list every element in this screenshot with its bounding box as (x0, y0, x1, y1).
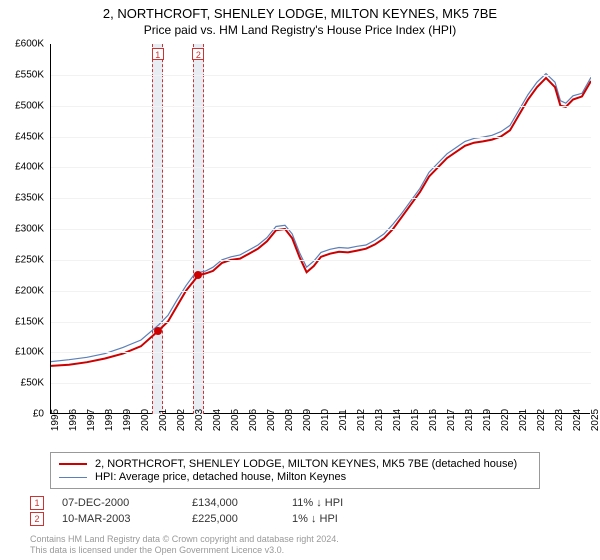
transaction-price: £225,000 (192, 513, 292, 525)
x-axis-label: 2013 (374, 409, 385, 431)
y-axis-label: £600K (15, 39, 44, 50)
x-axis-label: 2004 (212, 409, 223, 431)
x-axis-label: 2003 (194, 409, 205, 431)
x-axis-label: 2006 (248, 409, 259, 431)
legend-label: 2, NORTHCROFT, SHENLEY LODGE, MILTON KEY… (95, 458, 517, 470)
legend-swatch (59, 463, 87, 465)
gridline (51, 229, 591, 230)
gridline (51, 291, 591, 292)
transaction-marker: 1 (152, 48, 164, 60)
x-axis-label: 2021 (518, 409, 529, 431)
transaction-row: 2 10-MAR-2003£225,0001% ↓ HPI (30, 512, 352, 526)
x-axis-label: 2007 (266, 409, 277, 431)
legend-item: 2, NORTHCROFT, SHENLEY LODGE, MILTON KEY… (59, 458, 531, 470)
x-axis-label: 2010 (320, 409, 331, 431)
x-axis-label: 2024 (572, 409, 583, 431)
transaction-date: 07-DEC-2000 (62, 497, 192, 509)
transaction-date: 10-MAR-2003 (62, 513, 192, 525)
x-axis-label: 2018 (464, 409, 475, 431)
transaction-dot (194, 271, 202, 279)
transaction-row-marker: 2 (30, 512, 44, 526)
x-axis-label: 2022 (536, 409, 547, 431)
x-axis-label: 2012 (356, 409, 367, 431)
x-axis-label: 2005 (230, 409, 241, 431)
chart-subtitle: Price paid vs. HM Land Registry's House … (0, 23, 600, 37)
gridline (51, 260, 591, 261)
y-axis-label: £250K (15, 254, 44, 265)
chart-title: 2, NORTHCROFT, SHENLEY LODGE, MILTON KEY… (0, 6, 600, 21)
x-axis-label: 2017 (446, 409, 457, 431)
y-axis-label: £150K (15, 316, 44, 327)
gridline (51, 106, 591, 107)
attribution: Contains HM Land Registry data © Crown c… (30, 534, 339, 556)
x-axis-label: 2011 (338, 409, 349, 431)
attribution-line2: This data is licensed under the Open Gov… (30, 545, 339, 556)
gridline (51, 352, 591, 353)
legend: 2, NORTHCROFT, SHENLEY LODGE, MILTON KEY… (50, 452, 540, 489)
gridline (51, 75, 591, 76)
gridline (51, 383, 591, 384)
x-axis-label: 1996 (68, 409, 79, 431)
x-axis-label: 2025 (590, 409, 600, 431)
y-axis-label: £550K (15, 69, 44, 80)
transaction-dot (154, 327, 162, 335)
series-line (51, 78, 591, 366)
transaction-price: £134,000 (192, 497, 292, 509)
x-axis-label: 1995 (50, 409, 61, 431)
x-axis-label: 2000 (140, 409, 151, 431)
x-axis-label: 2008 (284, 409, 295, 431)
x-axis-label: 2009 (302, 409, 313, 431)
legend-label: HPI: Average price, detached house, Milt… (95, 471, 346, 483)
transaction-row: 1 07-DEC-2000£134,00011% ↓ HPI (30, 496, 352, 510)
x-axis-label: 2023 (554, 409, 565, 431)
x-axis-label: 2015 (410, 409, 421, 431)
y-axis-label: £50K (21, 378, 44, 389)
plot-region: 12 (50, 44, 590, 414)
y-axis-label: £400K (15, 162, 44, 173)
transaction-pct: 11% ↓ HPI (292, 497, 352, 509)
attribution-line1: Contains HM Land Registry data © Crown c… (30, 534, 339, 545)
transaction-table: 1 07-DEC-2000£134,00011% ↓ HPI 2 10-MAR-200… (30, 494, 352, 528)
x-axis-label: 2002 (176, 409, 187, 431)
legend-swatch (59, 477, 87, 478)
x-axis-label: 2019 (482, 409, 493, 431)
gridline (51, 322, 591, 323)
series-line (51, 74, 591, 362)
gridline (51, 167, 591, 168)
transaction-row-marker: 1 (30, 496, 44, 510)
transaction-pct: 1% ↓ HPI (292, 513, 352, 525)
legend-item: HPI: Average price, detached house, Milt… (59, 471, 531, 483)
y-axis-label: £200K (15, 285, 44, 296)
x-axis-label: 1998 (104, 409, 115, 431)
x-axis-label: 2014 (392, 409, 403, 431)
x-axis-label: 2001 (158, 409, 169, 431)
transaction-marker: 2 (192, 48, 204, 60)
y-axis-label: £100K (15, 347, 44, 358)
y-axis-label: £300K (15, 224, 44, 235)
y-axis-label: £500K (15, 100, 44, 111)
x-axis-label: 2020 (500, 409, 511, 431)
y-axis-label: £450K (15, 131, 44, 142)
x-axis-label: 1999 (122, 409, 133, 431)
x-axis-label: 2016 (428, 409, 439, 431)
y-axis-label: £0 (33, 409, 44, 420)
y-axis-label: £350K (15, 193, 44, 204)
x-axis-label: 1997 (86, 409, 97, 431)
gridline (51, 198, 591, 199)
chart-area: 12 £0£50K£100K£150K£200K£250K£300K£350K£… (50, 44, 590, 414)
gridline (51, 137, 591, 138)
